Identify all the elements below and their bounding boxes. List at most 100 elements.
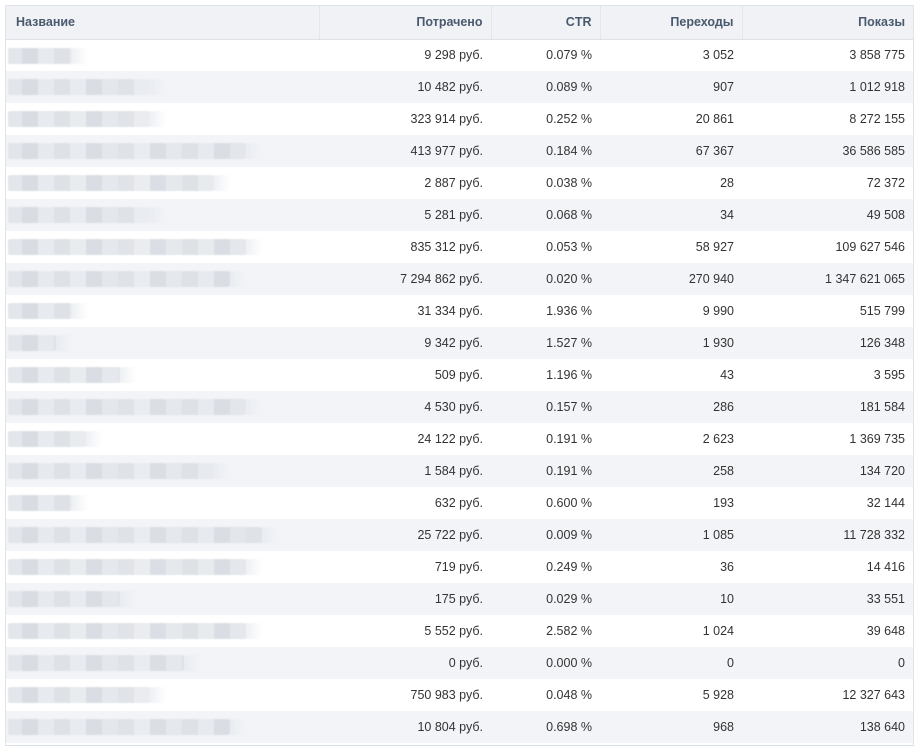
- blurred-campaign-name: [8, 399, 262, 415]
- ctr-cell: 0.252 %: [491, 103, 600, 135]
- table-row[interactable]: 750 983 руб. 0.048 % 5 928 12 327 643: [6, 679, 913, 711]
- blurred-campaign-name: [8, 239, 262, 255]
- ctr-cell: 0.009 %: [491, 519, 600, 551]
- name-cell[interactable]: [6, 583, 319, 615]
- clicks-cell: 1 024: [600, 615, 742, 647]
- table-row[interactable]: 5 552 руб. 2.582 % 1 024 39 648: [6, 615, 913, 647]
- name-cell[interactable]: [6, 487, 319, 519]
- spent-cell: 1 584 руб.: [319, 455, 491, 487]
- table-row[interactable]: 5 281 руб. 0.068 % 34 49 508: [6, 199, 913, 231]
- table-row[interactable]: 509 руб. 1.196 % 43 3 595: [6, 359, 913, 391]
- column-header-clicks[interactable]: Переходы: [600, 6, 743, 40]
- name-cell[interactable]: [6, 263, 319, 295]
- spent-cell: 4 530 руб.: [319, 391, 491, 423]
- name-cell[interactable]: [6, 359, 319, 391]
- table-row[interactable]: 632 руб. 0.600 % 193 32 144: [6, 487, 913, 519]
- spent-cell: 9 342 руб.: [319, 327, 491, 359]
- table-header: Название Потрачено CTR Переходы Показы: [6, 6, 913, 40]
- table-row[interactable]: 719 руб. 0.249 % 36 14 416: [6, 551, 913, 583]
- name-cell[interactable]: [6, 679, 319, 711]
- clicks-cell: 907: [600, 71, 742, 103]
- table-row[interactable]: 175 руб. 0.029 % 10 33 551: [6, 583, 913, 615]
- name-cell[interactable]: [6, 327, 319, 359]
- spent-cell: 24 122 руб.: [319, 423, 491, 455]
- blurred-campaign-name: [8, 719, 246, 735]
- views-cell: 1 012 918: [742, 71, 913, 103]
- ctr-cell: 0.089 %: [491, 71, 600, 103]
- clicks-cell: 258: [600, 455, 742, 487]
- name-cell[interactable]: [6, 103, 319, 135]
- name-cell[interactable]: [6, 455, 319, 487]
- name-cell[interactable]: [6, 199, 319, 231]
- blurred-campaign-name: [8, 271, 246, 287]
- name-cell[interactable]: [6, 647, 319, 679]
- clicks-cell: 9 990: [600, 295, 742, 327]
- spent-cell: 750 983 руб.: [319, 679, 491, 711]
- column-header-views[interactable]: Показы: [742, 6, 913, 40]
- spent-cell: 632 руб.: [319, 487, 491, 519]
- ctr-cell: 0.000 %: [491, 647, 600, 679]
- spent-cell: 835 312 руб.: [319, 231, 491, 263]
- name-cell[interactable]: [6, 135, 319, 167]
- table-row[interactable]: 2 887 руб. 0.038 % 28 72 372: [6, 167, 913, 199]
- name-cell[interactable]: [6, 711, 319, 743]
- name-cell[interactable]: [6, 391, 319, 423]
- ctr-cell: 0.249 %: [491, 551, 600, 583]
- clicks-cell: 43: [600, 359, 742, 391]
- ctr-cell: 1.527 %: [491, 327, 600, 359]
- spent-cell: 413 977 руб.: [319, 135, 491, 167]
- ctr-cell: 0.698 %: [491, 711, 600, 743]
- clicks-cell: 5 928: [600, 679, 742, 711]
- ctr-cell: 0.191 %: [491, 423, 600, 455]
- table-row[interactable]: 9 342 руб. 1.527 % 1 930 126 348: [6, 327, 913, 359]
- column-header-ctr[interactable]: CTR: [491, 6, 601, 40]
- spent-cell: 31 334 руб.: [319, 295, 491, 327]
- clicks-cell: 0: [600, 647, 742, 679]
- spent-cell: 175 руб.: [319, 583, 491, 615]
- table-row[interactable]: 31 334 руб. 1.936 % 9 990 515 799: [6, 295, 913, 327]
- table-row[interactable]: 10 482 руб. 0.089 % 907 1 012 918: [6, 71, 913, 103]
- name-cell[interactable]: [6, 423, 319, 455]
- table-row[interactable]: 1 584 руб. 0.191 % 258 134 720: [6, 455, 913, 487]
- table-row[interactable]: 323 914 руб. 0.252 % 20 861 8 272 155: [6, 103, 913, 135]
- name-cell[interactable]: [6, 295, 319, 327]
- ctr-cell: 0.020 %: [491, 263, 600, 295]
- column-header-name[interactable]: Название: [6, 6, 320, 40]
- views-cell: 3 595: [742, 359, 913, 391]
- name-cell[interactable]: [6, 519, 319, 551]
- table-row[interactable]: 0 руб. 0.000 % 0 0: [6, 647, 913, 679]
- table-row[interactable]: 25 722 руб. 0.009 % 1 085 11 728 332: [6, 519, 913, 551]
- table-body: 9 298 руб. 0.079 % 3 052 3 858 775 10 48…: [6, 39, 913, 743]
- table-row[interactable]: 7 294 862 руб. 0.020 % 270 940 1 347 621…: [6, 263, 913, 295]
- name-cell[interactable]: [6, 71, 319, 103]
- name-cell[interactable]: [6, 167, 319, 199]
- column-header-spent[interactable]: Потрачено: [319, 6, 492, 40]
- table-row[interactable]: 4 530 руб. 0.157 % 286 181 584: [6, 391, 913, 423]
- spent-cell: 323 914 руб.: [319, 103, 491, 135]
- campaign-stats-table-container: Название Потрачено CTR Переходы Показы 9…: [5, 5, 914, 746]
- clicks-cell: 286: [600, 391, 742, 423]
- blurred-campaign-name: [8, 687, 166, 703]
- table-row[interactable]: 9 298 руб. 0.079 % 3 052 3 858 775: [6, 39, 913, 71]
- views-cell: 515 799: [742, 295, 913, 327]
- ctr-cell: 0.038 %: [491, 167, 600, 199]
- views-cell: 1 347 621 065: [742, 263, 913, 295]
- name-cell[interactable]: [6, 39, 319, 71]
- name-cell[interactable]: [6, 231, 319, 263]
- table-row[interactable]: 24 122 руб. 0.191 % 2 623 1 369 735: [6, 423, 913, 455]
- blurred-campaign-name: [8, 623, 262, 639]
- blurred-campaign-name: [8, 495, 88, 511]
- table-row[interactable]: 835 312 руб. 0.053 % 58 927 109 627 546: [6, 231, 913, 263]
- table-row[interactable]: 10 804 руб. 0.698 % 968 138 640: [6, 711, 913, 743]
- campaign-stats-table: Название Потрачено CTR Переходы Показы 9…: [6, 6, 913, 743]
- blurred-campaign-name: [8, 367, 136, 383]
- ctr-cell: 2.582 %: [491, 615, 600, 647]
- views-cell: 3 858 775: [742, 39, 913, 71]
- clicks-cell: 36: [600, 551, 742, 583]
- table-row[interactable]: 413 977 руб. 0.184 % 67 367 36 586 585: [6, 135, 913, 167]
- name-cell[interactable]: [6, 551, 319, 583]
- name-cell[interactable]: [6, 615, 319, 647]
- clicks-cell: 193: [600, 487, 742, 519]
- blurred-campaign-name: [8, 47, 88, 64]
- views-cell: 11 728 332: [742, 519, 913, 551]
